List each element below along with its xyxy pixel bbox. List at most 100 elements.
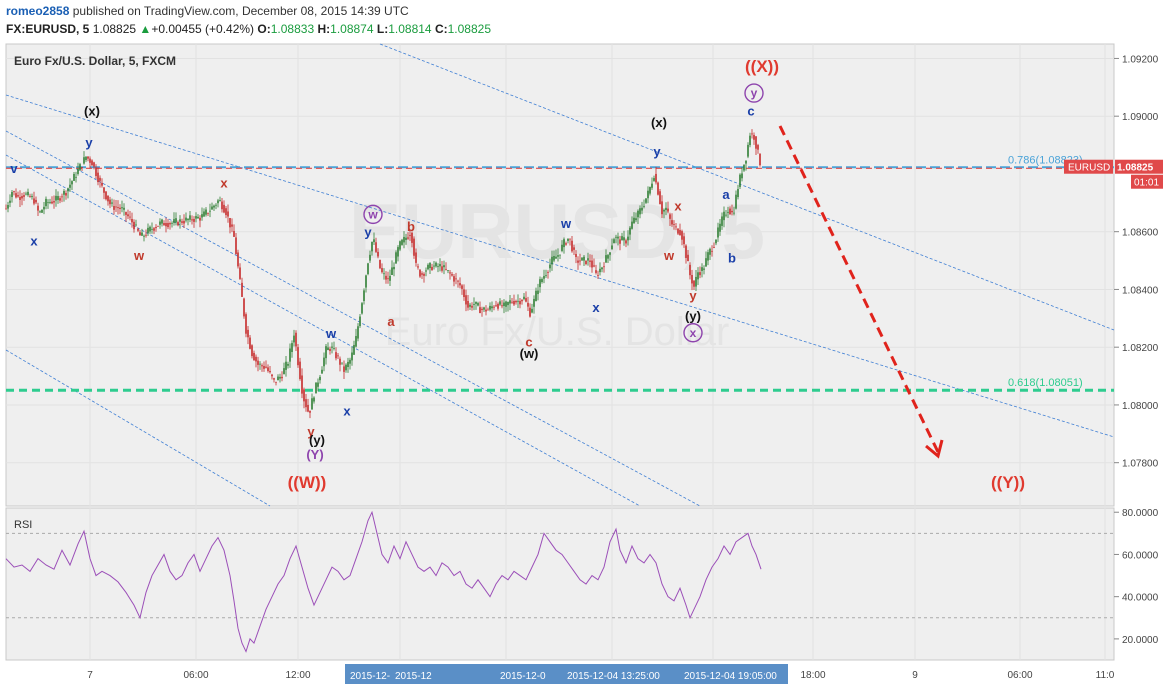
channel-line[interactable] [5,349,271,507]
wave-label[interactable]: w [663,248,675,263]
wave-label[interactable]: y [307,424,315,439]
candle-body [61,196,63,198]
channel-line[interactable] [5,94,1115,438]
candle-body [253,352,255,361]
candle-body [603,266,605,268]
wave-circle[interactable] [744,83,764,103]
wave-label[interactable]: (y) [309,433,325,448]
x-tick-label: 9 [912,670,918,681]
candle-body [595,270,597,273]
wave-label[interactable]: x [30,233,38,248]
candle-body [437,266,439,268]
candle-body [101,182,103,186]
candle-body [309,410,311,413]
trend-channels[interactable] [5,43,1115,507]
forecast-arrow-line[interactable] [778,125,940,453]
candle-body [105,191,107,200]
candle-body [233,230,235,237]
candle-body [705,258,707,267]
candle-body [17,195,19,197]
rsi-line[interactable] [5,510,762,653]
candle-body [611,245,613,250]
candle-body [669,214,671,219]
name-watermark: Euro Fx/U.S. Dollar [385,310,730,354]
candle-body [175,218,177,223]
candle-body [557,255,559,257]
candle-body [519,300,521,305]
wave-label[interactable]: (x) [84,103,100,118]
wave-label[interactable]: x [674,199,682,214]
change-arrow-icon: ▲ [139,22,152,36]
rsi-y-tick-label: 20.0000 [1122,635,1159,646]
candle-body [79,164,81,171]
y-tick-label: 1.08400 [1122,285,1159,296]
candle-body [513,300,515,305]
wave-label[interactable]: w [133,248,145,263]
wave-label[interactable]: y [85,135,93,150]
candle-body [469,304,471,307]
wave-label[interactable]: v [10,161,18,176]
x-tick-label: 06:00 [183,670,208,681]
candle-body [523,296,525,300]
wave-label[interactable]: ((W)) [288,473,327,492]
wave-label[interactable]: b [407,219,415,234]
candle-body [55,195,57,201]
candle-body [583,256,585,261]
channel-line[interactable] [5,130,701,507]
channel-line[interactable] [5,154,641,507]
candle-body [671,220,673,225]
rsi-y-tick-label: 60.0000 [1122,550,1159,561]
candle-body [363,290,365,301]
candle-body [511,301,513,303]
wave-label[interactable]: w [325,326,337,341]
candle-body [497,303,499,309]
candle-body [579,260,581,262]
wave-label[interactable]: x [592,300,600,315]
candle-body [445,268,447,270]
wave-label[interactable]: (x) [651,115,667,130]
wave-label[interactable]: (w) [520,346,539,361]
wave-circle[interactable] [683,323,703,343]
x-tick-label: 06:00 [1007,670,1032,681]
candle-body [65,192,67,196]
wave-label[interactable]: c [747,103,754,118]
forecast-arrow[interactable] [778,125,944,459]
candle-body [435,262,437,267]
wave-label[interactable]: y [653,144,661,159]
candle-body [39,211,41,213]
wave-label[interactable]: c [525,334,532,349]
candle-body [571,240,573,252]
candle-body [457,280,459,282]
wave-label[interactable]: x [343,404,351,419]
candle-body [267,367,269,372]
wave-label[interactable]: y [364,225,372,240]
channel-line[interactable] [379,43,1115,331]
wave-label[interactable]: ((X)) [745,57,779,76]
candle-body [403,236,405,243]
author-link[interactable]: romeo2858 [6,4,70,18]
wave-label[interactable]: w [560,216,572,231]
candle-body [515,300,517,303]
candle-body [757,145,759,150]
wave-label[interactable]: a [387,314,395,329]
wave-label[interactable]: (y) [685,308,701,323]
candle-body [707,252,709,261]
wave-label[interactable]: (Y) [306,447,323,462]
rsi-pane[interactable] [5,507,1115,661]
wave-circle[interactable] [363,204,383,225]
wave-label[interactable]: a [722,187,730,202]
price-pane[interactable] [5,43,1115,507]
wave-label[interactable]: x [220,176,228,191]
wave-label[interactable]: b [728,251,736,266]
candle-body [331,346,333,348]
candle-body [453,276,455,282]
wave-label[interactable]: y [689,288,697,303]
candle-body [431,266,433,271]
candle-body [189,215,191,220]
candle-body [223,204,225,213]
wave-label[interactable]: ((Y)) [991,473,1025,492]
candle-body [411,232,413,243]
candle-body [181,221,183,223]
candle-body [689,264,691,276]
